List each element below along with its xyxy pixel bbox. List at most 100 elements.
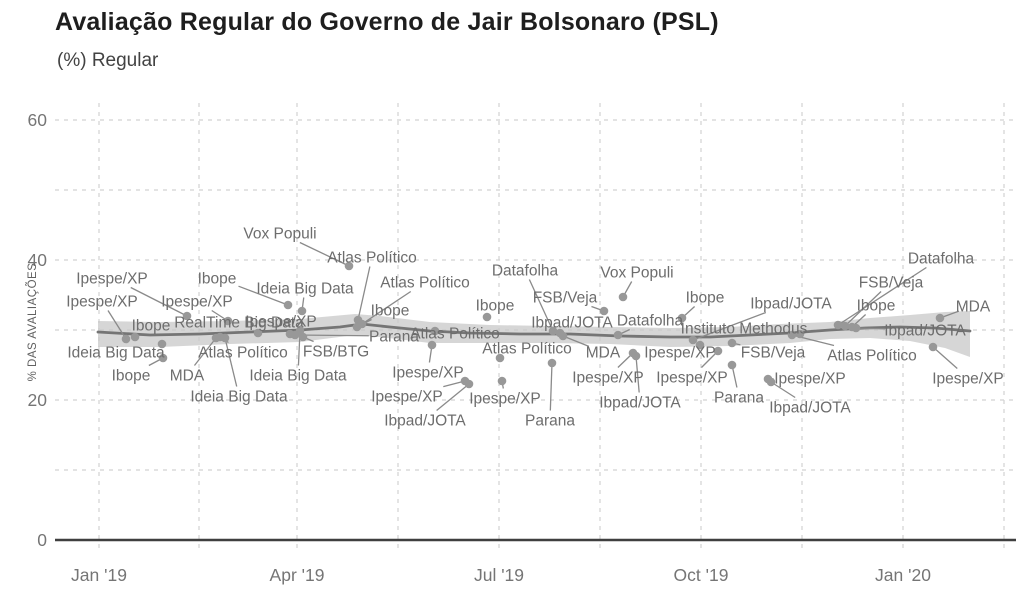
annotation-label: RealTime Big Data xyxy=(174,315,304,332)
data-point-dot xyxy=(599,306,609,316)
x-tick-label: Apr '19 xyxy=(270,565,325,585)
annotation-label: Parana xyxy=(369,329,419,346)
annotation-label: Ideia Big Data xyxy=(249,368,347,385)
annotation-label: Ibpad/JOTA xyxy=(599,395,681,412)
data-point-dot xyxy=(157,339,167,349)
data-point-dot xyxy=(618,292,628,302)
data-point-dot xyxy=(121,334,131,344)
leader-line xyxy=(844,291,882,327)
data-point-dot xyxy=(497,376,507,386)
annotation-label: Ibope xyxy=(198,271,237,288)
annotation-label: Ideia Big Data xyxy=(67,345,165,362)
annotation-label: Instituto Methodus xyxy=(681,321,808,338)
leader-line xyxy=(299,241,350,267)
data-point-dot xyxy=(727,338,737,348)
data-point-dot xyxy=(182,311,192,321)
annotation-label: Ibpad/JOTA xyxy=(531,315,613,332)
leader-line xyxy=(528,279,554,332)
data-point-dot xyxy=(253,328,263,338)
leader-line xyxy=(224,337,238,387)
data-point-dot xyxy=(223,316,233,326)
leader-line xyxy=(357,266,371,321)
annotation-label: Ibope xyxy=(857,298,896,315)
data-point-dot xyxy=(558,331,568,341)
annotation-label: Ibope xyxy=(132,318,171,335)
annotation-label: Ibope xyxy=(371,303,410,320)
chart-subtitle: (%) Regular xyxy=(57,50,159,71)
leader-line xyxy=(238,285,289,306)
data-point-dot xyxy=(158,353,168,363)
leader-line xyxy=(932,346,958,369)
annotation-label: Ibpad/JOTA xyxy=(884,323,966,340)
leader-line xyxy=(294,334,369,337)
data-point-dot xyxy=(695,340,705,350)
data-point-dot xyxy=(130,332,140,342)
annotation-label: Ipespe/XP xyxy=(644,345,716,362)
annotation-label: Ibope xyxy=(686,290,725,307)
data-point-dot xyxy=(352,322,362,332)
annotation-label: Ipespe/XP xyxy=(932,371,1004,388)
leader-line xyxy=(130,286,188,317)
leader-line xyxy=(193,337,217,366)
data-point-dot xyxy=(495,353,505,363)
y-tick-label: 20 xyxy=(28,390,48,410)
leader-line xyxy=(107,310,127,340)
annotation-label: FSB/Veja xyxy=(859,275,924,292)
annotation-label: Ibope xyxy=(112,368,151,385)
data-point-dot xyxy=(298,332,308,342)
leader-line xyxy=(562,335,590,347)
annotation-label: FSB/Veja xyxy=(741,345,806,362)
data-point-dot xyxy=(766,377,776,387)
annotation-label: Ipespe/XP xyxy=(76,271,148,288)
data-point-dot xyxy=(464,379,474,389)
data-point-dot xyxy=(851,323,861,333)
annotation-label: Vox Populi xyxy=(600,265,673,282)
annotation-label: Ibpad/JOTA xyxy=(769,400,851,417)
annotation-label: Ipespe/XP xyxy=(469,391,541,408)
leader-line xyxy=(635,355,640,393)
annotation-label: Ideia Big Data xyxy=(190,389,288,406)
annotation-label: Ipespe/XP xyxy=(371,389,443,406)
data-point-dot xyxy=(548,326,558,336)
data-point-dot xyxy=(482,312,492,322)
data-point-dot xyxy=(211,333,221,343)
leader-line xyxy=(770,381,796,399)
data-point-dot xyxy=(430,326,440,336)
leader-line xyxy=(549,362,553,411)
annotation-label: Atlas Político xyxy=(410,326,500,343)
leader-line xyxy=(837,266,927,326)
annotation-label: Ipespe/XP xyxy=(392,365,464,382)
data-point-dot xyxy=(727,360,737,370)
annotation-label: Ibpad/JOTA xyxy=(750,296,832,313)
annotation-label: FSB/BTG xyxy=(303,344,369,361)
y-tick-label: 0 xyxy=(37,530,47,550)
data-point-dot xyxy=(427,340,437,350)
annotation-label: Atlas Político xyxy=(482,341,572,358)
annotation-label: Ibope xyxy=(476,298,515,315)
x-tick-label: Jan '19 xyxy=(71,565,127,585)
data-point-dot xyxy=(787,330,797,340)
annotation-label: Atlas Político xyxy=(198,345,288,362)
y-axis-title: % DAS AVALIAÇÕES xyxy=(26,263,39,382)
annotation-label: Atlas Político xyxy=(380,275,470,292)
annotation-label: Parana xyxy=(714,390,764,407)
annotation-label: Ipespe/XP xyxy=(161,294,233,311)
annotation-label: MDA xyxy=(956,299,991,316)
data-point-dot xyxy=(631,351,641,361)
annotation-label: Atlas Político xyxy=(327,250,417,267)
y-tick-label: 60 xyxy=(28,110,48,130)
annotation-label: MDA xyxy=(586,345,621,362)
y-tick-label: 40 xyxy=(28,250,48,270)
annotation-label: Ibpad/JOTA xyxy=(384,413,466,430)
annotation-label: Datafolha xyxy=(617,313,684,330)
leader-line xyxy=(692,311,767,341)
data-point-dot xyxy=(833,320,843,330)
annotation-label: Ideia Big Data xyxy=(256,281,354,298)
leader-line xyxy=(361,290,412,325)
data-point-dot xyxy=(713,346,723,356)
annotation-label: MDA xyxy=(170,368,205,385)
annotation-label: Datafolha xyxy=(492,263,559,280)
annotation-label: Datafolha xyxy=(908,251,975,268)
